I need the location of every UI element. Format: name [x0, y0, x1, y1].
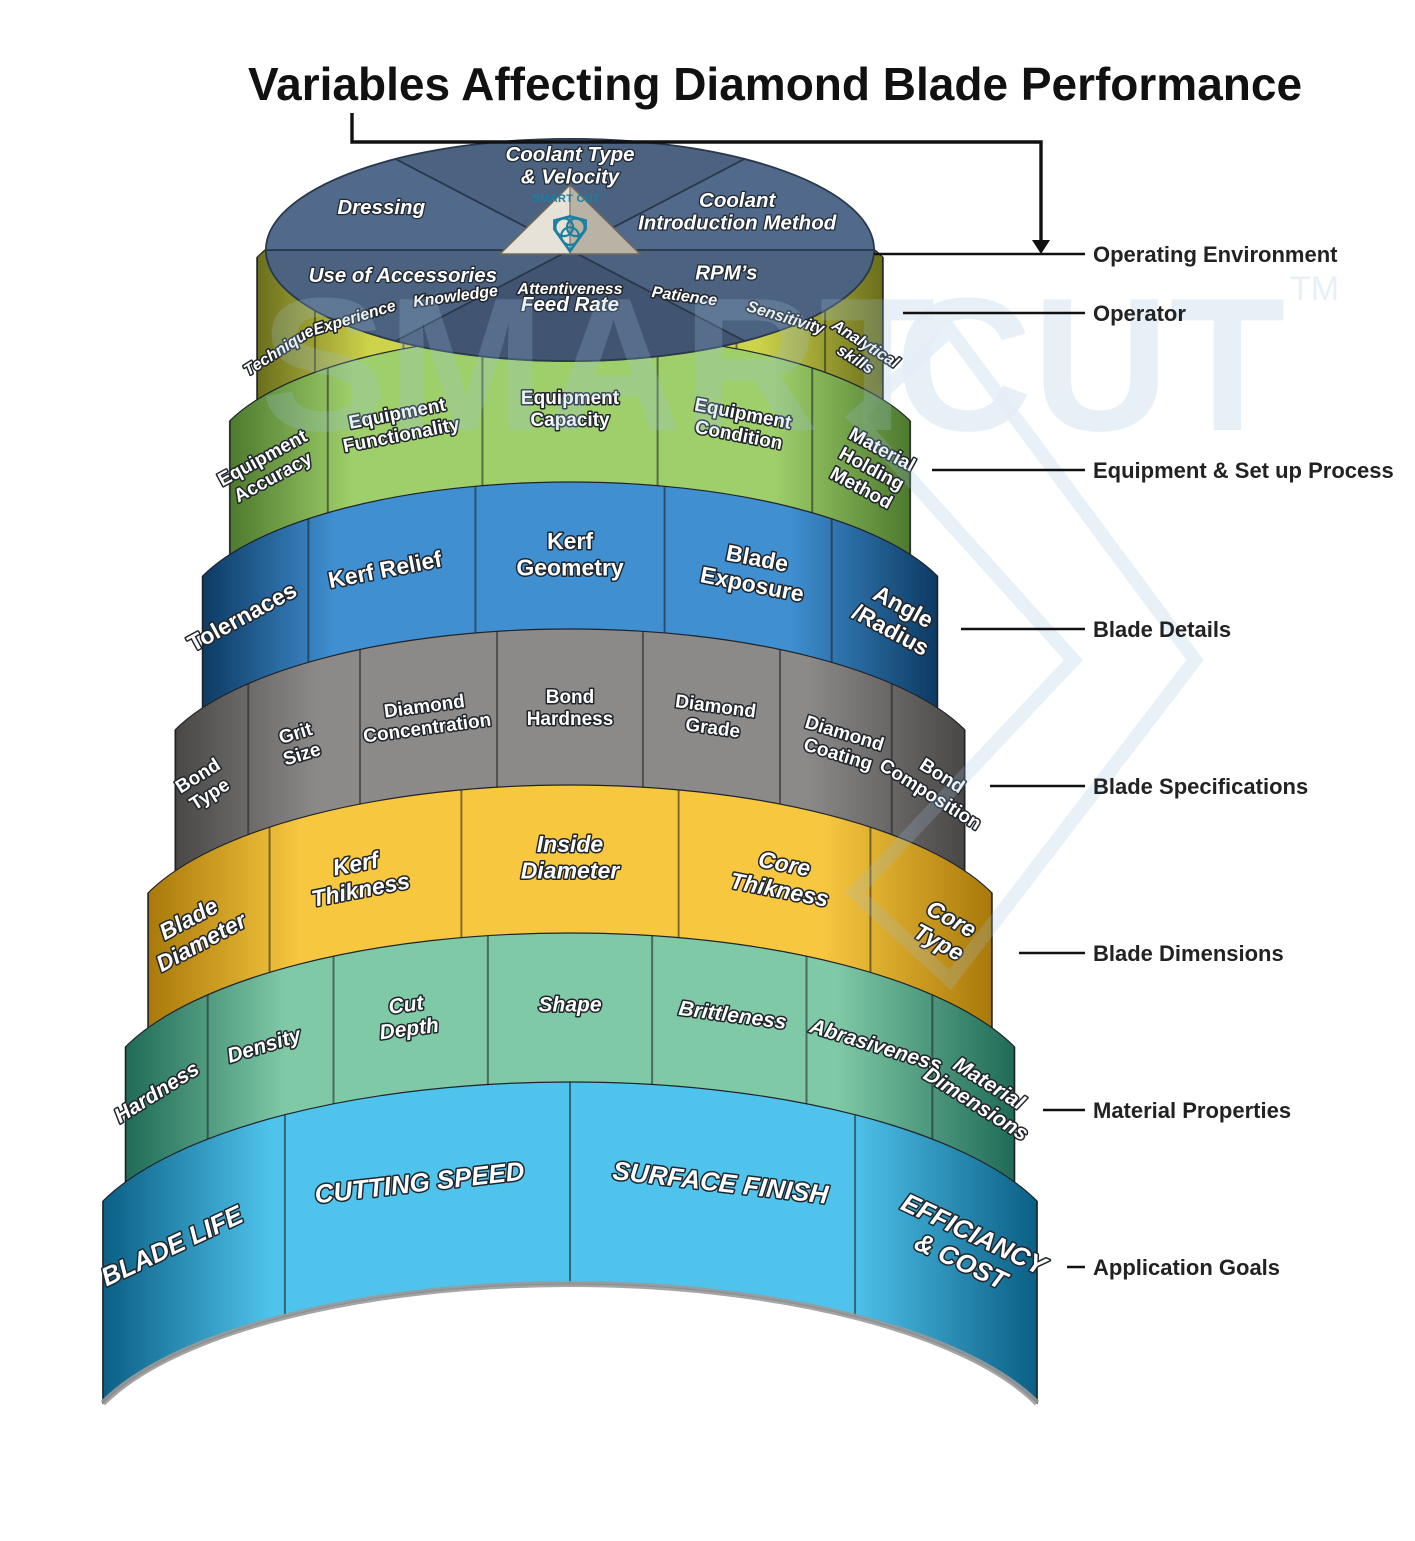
- svg-text:Variables Affecting Diamond Bl: Variables Affecting Diamond Blade Perfor…: [248, 58, 1302, 110]
- svg-text:Operating Environment: Operating Environment: [1093, 242, 1338, 267]
- svg-text:Coolant Type& Velocity: Coolant Type & Velocity: [505, 143, 634, 189]
- svg-text:Dressing: Dressing: [337, 196, 425, 219]
- svg-text:SMART CUT™: SMART CUT™: [533, 193, 608, 205]
- svg-text:Material Properties: Material Properties: [1093, 1098, 1291, 1123]
- svg-text:CUT: CUT: [895, 259, 1285, 471]
- svg-text:SMART: SMART: [260, 259, 935, 471]
- svg-text:Application Goals: Application Goals: [1093, 1255, 1280, 1280]
- svg-text:Blade Dimensions: Blade Dimensions: [1093, 941, 1284, 966]
- svg-text:Operator: Operator: [1093, 301, 1186, 326]
- svg-text:Blade Details: Blade Details: [1093, 617, 1231, 642]
- svg-text:Equipment & Set up Process: Equipment & Set up Process: [1093, 458, 1394, 483]
- svg-text:Shape: Shape: [538, 994, 601, 1017]
- svg-text:Blade Specifications: Blade Specifications: [1093, 774, 1308, 799]
- svg-text:TM: TM: [1290, 270, 1339, 308]
